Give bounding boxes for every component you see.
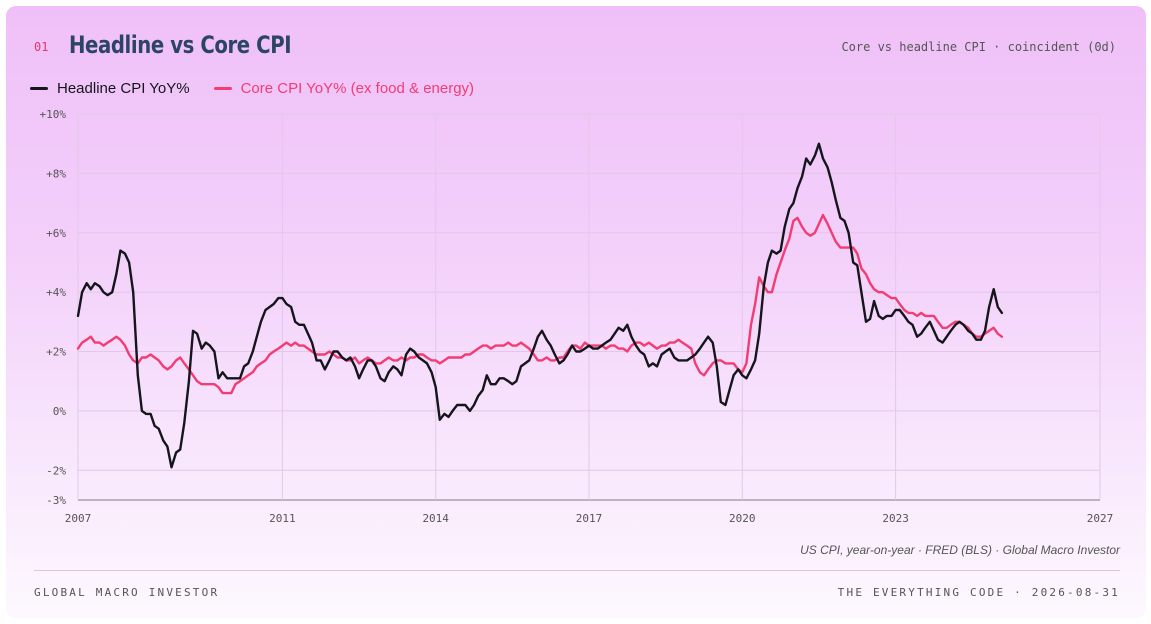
legend-swatch-headline [30,87,48,90]
y-tick-label: +4% [46,286,66,299]
x-tick-label: 2017 [576,512,603,525]
y-tick-label: +10% [40,108,67,121]
chart-title: Headline vs Core CPI [69,31,292,59]
x-tick-label: 2011 [269,512,296,525]
footer-divider [34,570,1120,571]
chart-subtitle: Core vs headline CPI · coincident (0d) [841,40,1116,54]
chart-number: 01 [34,40,49,54]
x-tick-label: 2020 [729,512,756,525]
chart-card: 01 Headline vs Core CPI Core vs headline… [6,6,1146,618]
legend-label-core: Core CPI YoY% (ex food & energy) [240,80,475,97]
x-axis-tick-labels: 2007 2011 2014 2017 2020 2023 2027 [65,512,1114,525]
y-axis-tick-labels: +10% +8% +6% +4% +2% 0% -2% -3% [40,108,67,507]
series-lines [76,142,1004,469]
series-line-headline [76,142,1004,469]
line-chart: +10% +8% +6% +4% +2% 0% -2% -3% 2007 2011 2014 201… [40,108,1114,525]
y-tick-label: +2% [46,346,66,359]
y-tick-label: -3% [46,494,66,507]
y-tick-label: +6% [46,227,66,240]
x-tick-label: 2007 [65,512,92,525]
footer-edition: THE EVERYTHING CODE · 2026-08-31 [837,586,1120,599]
x-tick-label: 2014 [422,512,449,525]
y-tick-label: -2% [46,464,66,477]
x-tick-label: 2023 [882,512,909,525]
footer-brand: GLOBAL MACRO INVESTOR [34,586,220,599]
legend-swatch-core [213,87,232,90]
grid-lines [77,113,1101,501]
series-line-core [76,213,1004,395]
legend-label-headline: Headline CPI YoY% [57,80,190,97]
x-tick-label: 2027 [1087,512,1114,525]
y-tick-label: +8% [46,167,66,180]
legend-item-headline[interactable]: Headline CPI YoY% [30,80,190,97]
source-note: US CPI, year-on-year · FRED (BLS) · Glob… [800,543,1120,557]
legend: Headline CPI YoY% Core CPI YoY% (ex food… [30,80,498,97]
y-tick-label: 0% [53,405,67,418]
legend-item-core[interactable]: Core CPI YoY% (ex food & energy) [213,80,475,97]
